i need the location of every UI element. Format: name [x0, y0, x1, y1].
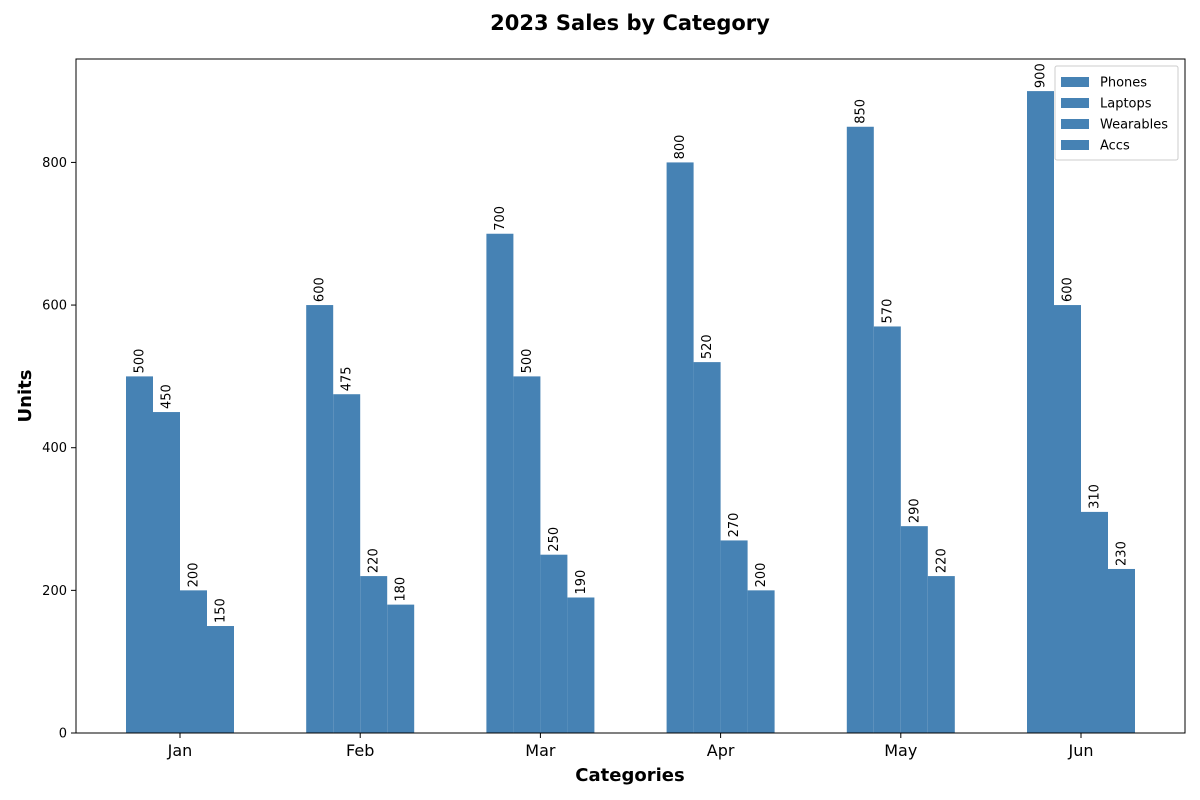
bar-wearables-jan: [180, 590, 207, 733]
legend-label-laptops: Laptops: [1100, 97, 1152, 112]
legend-label-accs: Accs: [1100, 139, 1130, 154]
data-label-accs-may: 220: [934, 548, 949, 573]
data-label-phones-mar: 700: [493, 206, 508, 231]
data-label-phones-jun: 900: [1034, 63, 1049, 88]
legend-label-wearables: Wearables: [1100, 118, 1168, 133]
data-label-wearables-mar: 250: [547, 527, 562, 552]
data-label-wearables-apr: 270: [727, 513, 742, 538]
x-tick-label-jun: Jun: [1068, 741, 1094, 760]
y-axis-label: Units: [15, 370, 36, 423]
bar-wearables-may: [900, 526, 928, 733]
data-label-laptops-apr: 520: [700, 334, 715, 359]
data-label-phones-feb: 600: [313, 277, 328, 302]
data-label-laptops-jun: 600: [1061, 277, 1076, 302]
data-label-laptops-mar: 500: [520, 349, 535, 374]
data-label-accs-apr: 200: [754, 563, 769, 588]
bar-phones-may: [846, 126, 874, 733]
x-tick-label-jan: Jan: [167, 741, 193, 760]
data-label-accs-mar: 190: [574, 570, 589, 595]
x-tick-label-may: May: [884, 741, 917, 760]
legend-swatch-wearables: [1061, 119, 1089, 129]
y-tick-label: 200: [42, 584, 67, 599]
bar-phones-jan: [126, 376, 153, 733]
bar-phones-jun: [1027, 91, 1054, 734]
data-label-phones-apr: 800: [673, 135, 688, 160]
bar-accs-mar: [567, 597, 595, 733]
legend-swatch-accs: [1061, 140, 1089, 150]
data-label-laptops-feb: 475: [340, 366, 355, 391]
legend-swatch-phones: [1061, 77, 1089, 87]
y-tick-label: 800: [42, 156, 67, 171]
legend: Phones Laptops Wearables Accs: [1054, 65, 1179, 161]
bar-laptops-feb: [333, 394, 361, 733]
data-label-accs-jun: 230: [1115, 541, 1130, 566]
bar-accs-apr: [747, 590, 775, 733]
data-label-accs-jan: 150: [214, 598, 229, 623]
data-label-wearables-jan: 200: [187, 563, 202, 588]
plot-frame: [75, 58, 1186, 734]
bar-accs-jun: [1108, 568, 1135, 733]
bars-layer: [126, 91, 1135, 734]
x-tick-label-feb: Feb: [346, 741, 374, 760]
y-tick-label: 0: [59, 727, 67, 742]
bar-accs-feb: [387, 604, 415, 733]
bar-accs-jan: [207, 626, 234, 733]
y-tick-label: 400: [42, 441, 67, 456]
x-tick-label-apr: Apr: [707, 741, 735, 760]
data-label-wearables-jun: 310: [1088, 484, 1103, 509]
x-tick-label-mar: Mar: [525, 741, 556, 760]
data-label-laptops-jan: 450: [160, 384, 175, 409]
bar-laptops-apr: [693, 362, 721, 733]
chart-title: 2023 Sales by Category: [490, 11, 770, 35]
data-label-wearables-may: 290: [907, 498, 922, 523]
bar-wearables-feb: [360, 576, 388, 733]
data-labels-layer: 500 450 200 150 600 475 220 180 700 500 250 190 800 5…: [133, 63, 1130, 623]
bar-phones-apr: [666, 162, 694, 734]
data-label-accs-feb: 180: [394, 577, 409, 602]
data-label-wearables-feb: 220: [367, 548, 382, 573]
legend-box: [1054, 65, 1179, 161]
data-label-phones-jan: 500: [133, 349, 148, 374]
bar-wearables-mar: [540, 554, 568, 733]
bar-laptops-jan: [153, 412, 180, 733]
bar-wearables-apr: [720, 540, 748, 733]
bar-phones-mar: [486, 233, 514, 734]
legend-label-phones: Phones: [1100, 76, 1147, 91]
data-label-laptops-may: 570: [880, 299, 895, 324]
bar-laptops-may: [873, 326, 901, 733]
bar-laptops-jun: [1054, 305, 1081, 733]
data-label-phones-may: 850: [853, 99, 868, 124]
bar-accs-may: [927, 576, 955, 733]
x-axis-label: Categories: [575, 765, 684, 786]
bar-wearables-jun: [1081, 511, 1108, 733]
legend-swatch-laptops: [1061, 98, 1089, 108]
axes-layer: 0 200 400 600 800 Jan Feb Mar Apr May Jun: [42, 58, 1186, 760]
y-tick-label: 600: [42, 299, 67, 314]
bar-laptops-mar: [513, 376, 541, 733]
bar-phones-feb: [306, 305, 334, 733]
